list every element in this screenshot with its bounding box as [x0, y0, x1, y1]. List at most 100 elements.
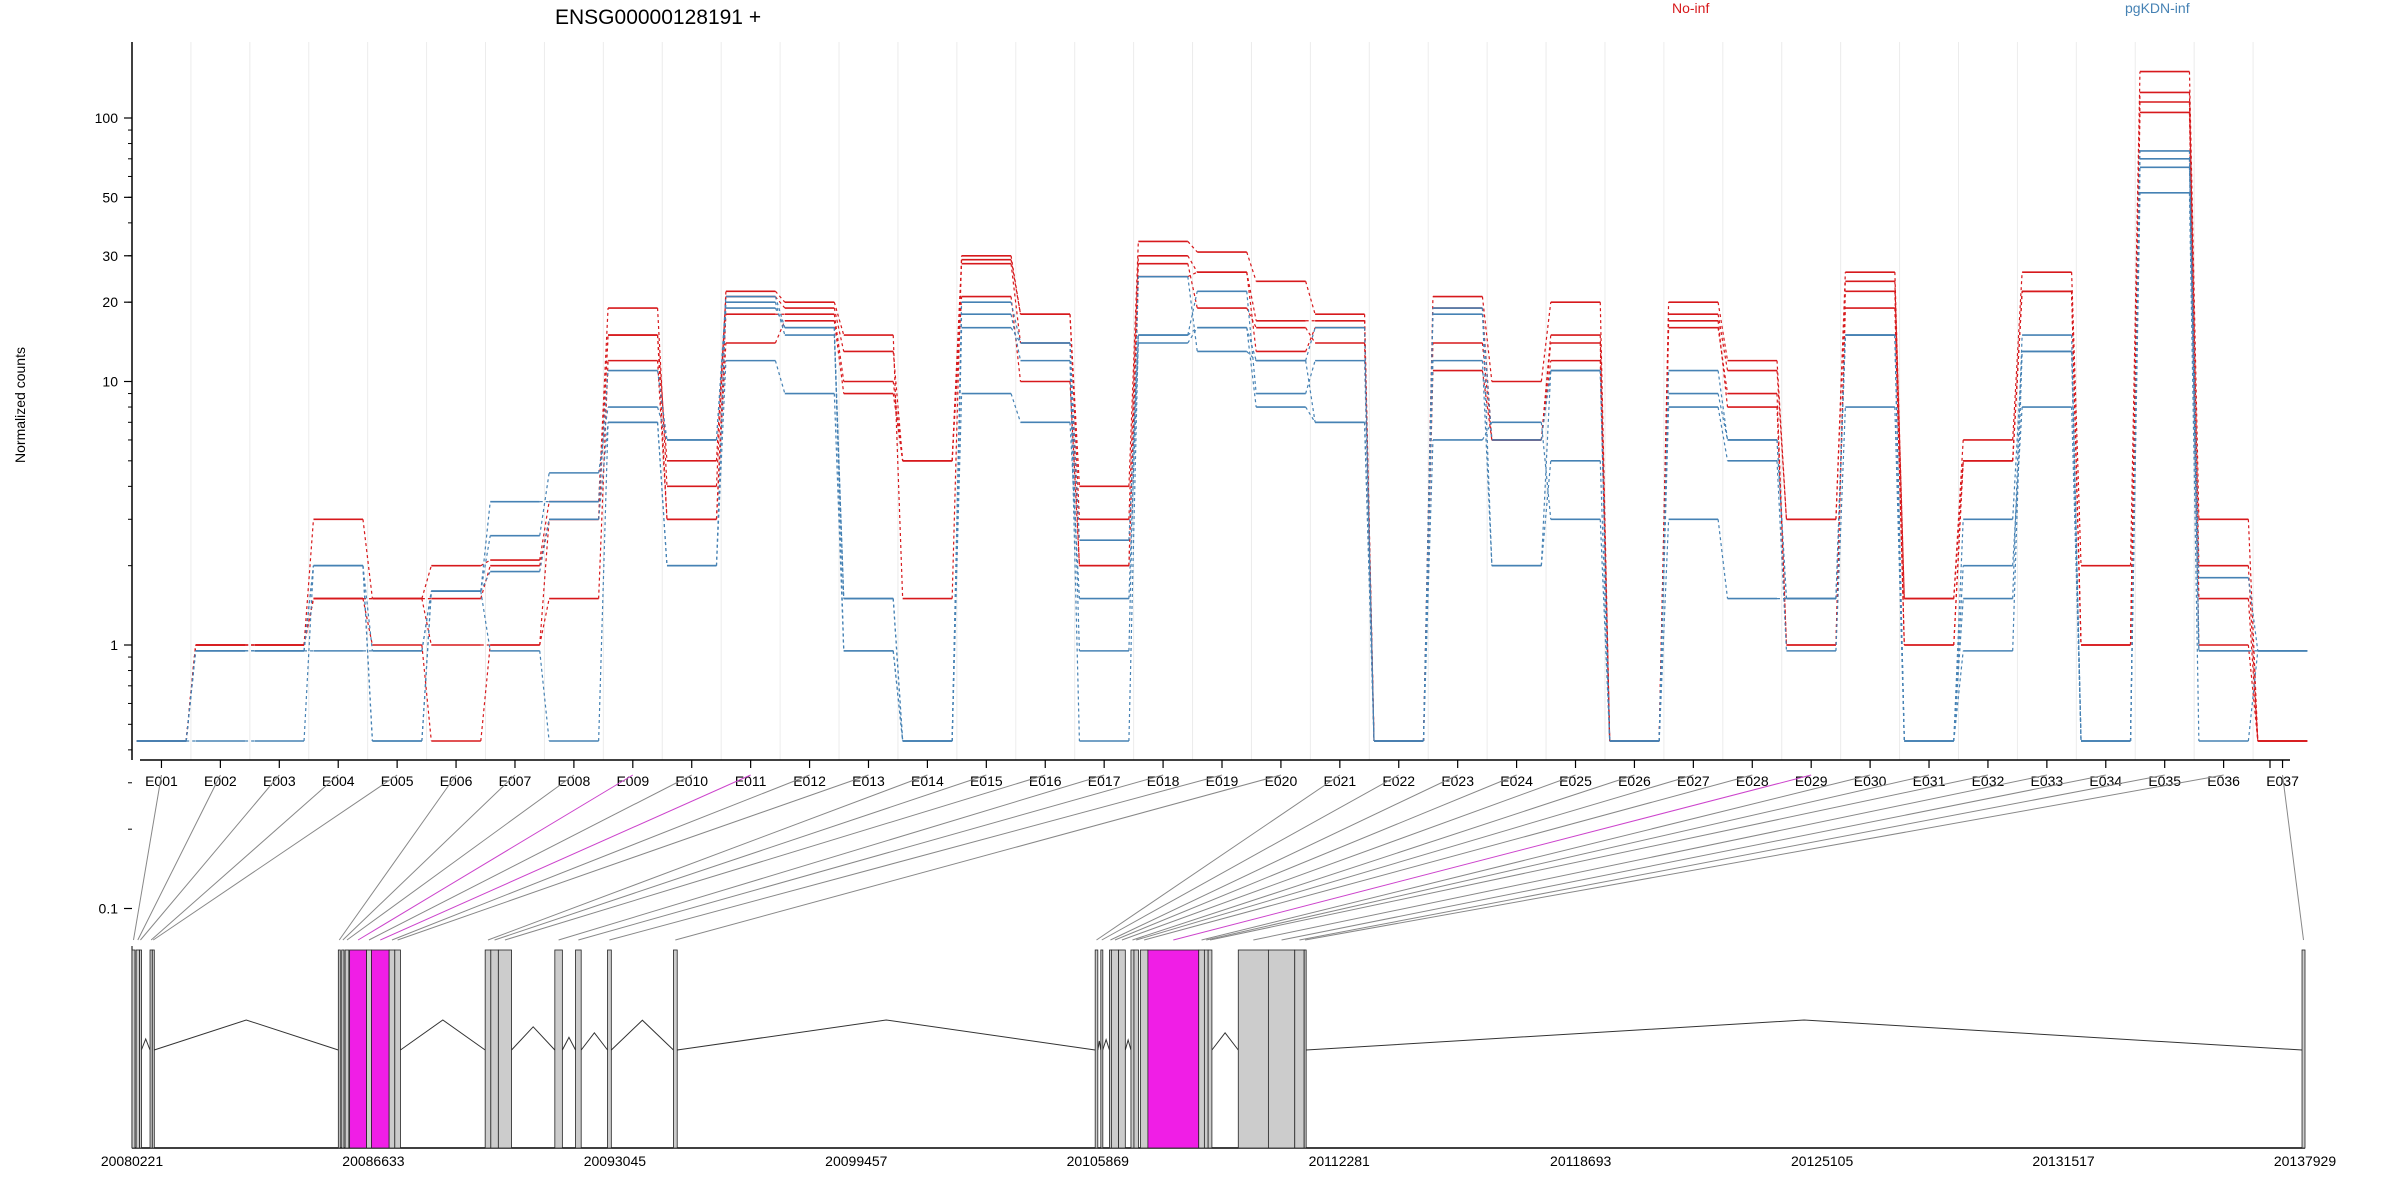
data-transition — [1305, 406, 1316, 423]
data-transition — [715, 360, 727, 566]
data-transition — [1010, 314, 1022, 361]
exon-block — [484, 949, 492, 1149]
data-transition — [598, 422, 609, 520]
data-transition — [1069, 314, 1081, 487]
data-transition — [480, 559, 491, 567]
x-tick-label: E002 — [204, 773, 237, 789]
exon-connector — [1121, 774, 1576, 941]
data-transition — [1717, 519, 1729, 599]
data-transition — [2188, 92, 2200, 566]
exon-block — [337, 949, 341, 1149]
data-transition — [1835, 407, 1846, 651]
data-transition — [1658, 519, 1670, 742]
exon-block — [135, 949, 140, 1149]
data-transition — [1246, 272, 1257, 352]
exon-block — [1303, 949, 1307, 1149]
data-transition — [1010, 302, 1022, 344]
x-tick-label: E023 — [1441, 773, 1474, 789]
data-transition — [480, 571, 491, 592]
y-tick-label: 30 — [102, 248, 118, 264]
legend-no-inf: No-inf — [1672, 0, 1709, 16]
data-transition — [1010, 263, 1022, 344]
data-transition — [1363, 422, 1375, 742]
x-tick-label: E031 — [1913, 773, 1946, 789]
intron-arc — [1211, 1031, 1239, 1051]
data-transition — [1305, 327, 1316, 344]
data-transition — [774, 296, 786, 309]
data-transition — [1835, 291, 1846, 646]
data-transition — [1187, 276, 1198, 352]
data-transition — [598, 406, 609, 473]
y-tick-label: 10 — [102, 374, 118, 390]
exon-block — [497, 949, 512, 1149]
data-transition — [951, 327, 963, 742]
data-transition — [1069, 314, 1081, 520]
data-transition — [2012, 351, 2023, 520]
exon-block — [1118, 949, 1126, 1149]
data-transition — [1481, 360, 1493, 566]
x-tick-label: E005 — [381, 773, 414, 789]
data-transition — [1187, 327, 1198, 336]
data-transition — [833, 335, 845, 599]
data-transition — [1187, 271, 1198, 278]
data-transition — [833, 320, 845, 394]
data-transition — [421, 591, 432, 651]
exon-connector — [357, 774, 634, 941]
data-transition — [892, 381, 904, 461]
x-tick-label: E011 — [735, 773, 767, 789]
exon-connector — [368, 774, 692, 941]
data-transition — [1835, 335, 1846, 599]
exon-connector — [342, 774, 516, 941]
data-transition — [1776, 439, 1788, 599]
data-transition — [303, 565, 315, 651]
data-transition — [1658, 407, 1670, 742]
exon-connector — [675, 774, 1282, 941]
data-transition — [421, 591, 432, 742]
exon-connector — [397, 774, 869, 941]
exon-block — [394, 949, 401, 1149]
exon-block — [388, 949, 396, 1149]
data-transition — [362, 565, 373, 651]
exon-connector — [1110, 774, 1458, 941]
data-transition — [1835, 281, 1846, 520]
data-transition — [1010, 327, 1022, 344]
x-tick-label: E010 — [675, 773, 708, 789]
exon-block — [607, 949, 612, 1149]
data-transition — [1069, 381, 1081, 566]
intron-arc — [677, 1019, 1096, 1051]
exon-block — [1294, 949, 1305, 1149]
data-transition — [421, 598, 432, 646]
x-tick-label: E013 — [852, 773, 885, 789]
data-transition — [1481, 296, 1493, 382]
data-transition — [1128, 276, 1139, 651]
data-transition — [2129, 71, 2141, 566]
data-transition — [2012, 407, 2023, 566]
exon-block — [575, 949, 582, 1149]
series-line — [136, 192, 2308, 742]
exon-connector — [1281, 774, 2106, 941]
data-transition — [1776, 460, 1788, 651]
chart-title: ENSG00000128191 + — [555, 6, 761, 29]
data-transition — [1717, 320, 1729, 408]
x-tick-label: E037 — [2266, 773, 2299, 789]
data-transition — [2188, 158, 2200, 651]
data-transition — [539, 519, 550, 566]
exon-block — [673, 949, 678, 1149]
data-transition — [1894, 272, 1905, 599]
x-tick-label: E004 — [322, 773, 355, 789]
exon-block — [1237, 949, 1269, 1149]
data-transition — [2071, 351, 2082, 742]
data-transition — [833, 307, 845, 352]
data-transition — [774, 290, 786, 303]
data-transition — [1187, 263, 1198, 309]
exon-connector — [2282, 774, 2305, 941]
data-transition — [1776, 370, 1788, 520]
x-tick-label: E007 — [499, 773, 532, 789]
data-transition — [951, 393, 963, 742]
genomic-tick-label: 20093045 — [584, 1153, 647, 1169]
y-tick-label: 1 — [110, 637, 118, 653]
data-transition — [1776, 407, 1788, 646]
series-line — [136, 158, 2308, 742]
data-transition — [715, 302, 727, 566]
